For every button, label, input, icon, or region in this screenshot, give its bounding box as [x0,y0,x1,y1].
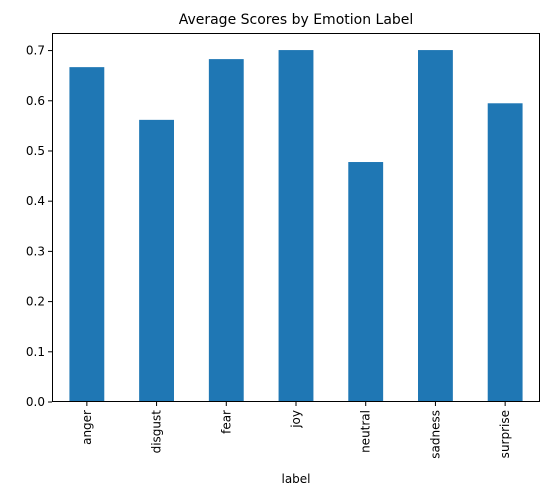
x-tick-label-neutral: neutral [359,410,373,453]
plot-frame [52,33,540,402]
y-tick-label: 0.0 [26,395,45,409]
x-tick-label-surprise: surprise [498,410,512,458]
y-tick-label: 0.3 [26,244,45,258]
bar-neutral [348,162,384,402]
bar-disgust [139,119,174,402]
x-tick-label-anger: anger [80,410,94,445]
y-axis: 0.0 0.1 0.2 0.3 0.4 0.5 0.6 0.7 [26,44,52,409]
x-axis-label: label [281,472,310,486]
bars-group [69,50,523,403]
y-tick-label: 0.6 [26,94,45,108]
y-tick-label: 0.1 [26,345,45,359]
x-tick-label-fear: fear [219,410,233,434]
chart-title: Average Scores by Emotion Label [179,12,414,28]
y-tick-label: 0.4 [26,194,45,208]
y-tick-label: 0.5 [26,144,45,158]
y-tick-label: 0.2 [26,295,45,309]
x-axis: anger disgust fear joy neutral sadness surpris… [80,402,512,459]
x-tick-label-disgust: disgust [150,410,164,454]
x-tick-label-joy: joy [289,410,303,429]
bar-fear [208,59,244,403]
y-tick-label: 0.7 [26,44,45,58]
bar-sadness [418,50,453,402]
x-tick-label-sadness: sadness [428,410,442,459]
bar-joy [278,50,314,402]
bar-surprise [487,103,523,403]
bar-anger [69,67,105,402]
